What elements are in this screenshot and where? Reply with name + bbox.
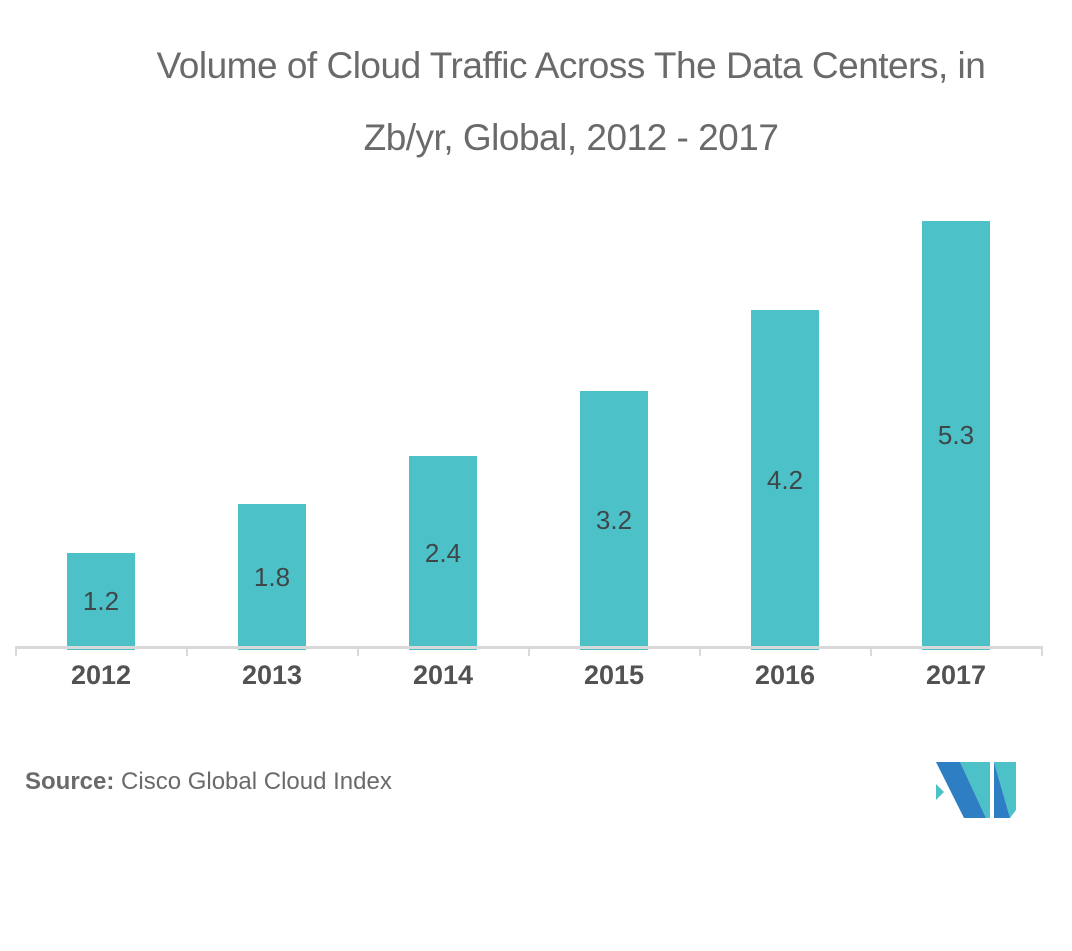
x-axis-tick	[870, 646, 872, 656]
bar-2016: 4.2	[751, 310, 819, 650]
bar-2012: 1.2	[67, 553, 135, 650]
source-note: Source: Cisco Global Cloud Index	[25, 768, 392, 796]
x-axis-tick	[357, 646, 359, 656]
x-axis-tick	[1041, 646, 1043, 656]
chart-title-line1: Volume of Cloud Traffic Across The Data …	[156, 45, 986, 86]
chart-title-line2: Zb/yr, Global, 2012 - 2017	[363, 117, 779, 158]
x-axis-label-2015: 2015	[583, 660, 645, 690]
logo-m-glyph	[936, 762, 1016, 818]
source-label: Source:	[25, 768, 115, 795]
x-axis-label-2016: 2016	[754, 660, 816, 690]
bar-2014: 2.4	[409, 456, 477, 650]
x-axis-label-2013: 2013	[241, 660, 303, 690]
bar-value-label: 1.2	[82, 586, 120, 616]
bar-2015: 3.2	[580, 391, 648, 650]
x-axis-tick	[186, 646, 188, 656]
bar-2013: 1.8	[238, 504, 306, 650]
source-text: Cisco Global Cloud Index	[121, 768, 392, 795]
bar-value-label: 1.8	[253, 561, 291, 592]
plot-area: 1.2 1.8 2.4 3.2 4.2 5.3	[67, 221, 990, 650]
bar-value-label: 2.4	[424, 537, 462, 568]
x-axis-label-2017: 2017	[925, 660, 987, 690]
mordor-intelligence-logo	[936, 762, 1016, 818]
bar-value-label: 4.2	[766, 464, 804, 495]
bar-2017: 5.3	[922, 221, 990, 650]
x-axis-tick	[15, 646, 17, 656]
bar-value-label: 3.2	[595, 505, 633, 535]
bar-value-label: 5.3	[937, 420, 975, 450]
chart-title: Volume of Cloud Traffic Across The Data …	[70, 30, 1072, 174]
x-axis-label-2012: 2012	[70, 660, 132, 690]
x-axis-label-2014: 2014	[412, 660, 474, 690]
x-axis-tick	[528, 646, 530, 656]
x-axis-tick	[699, 646, 701, 656]
